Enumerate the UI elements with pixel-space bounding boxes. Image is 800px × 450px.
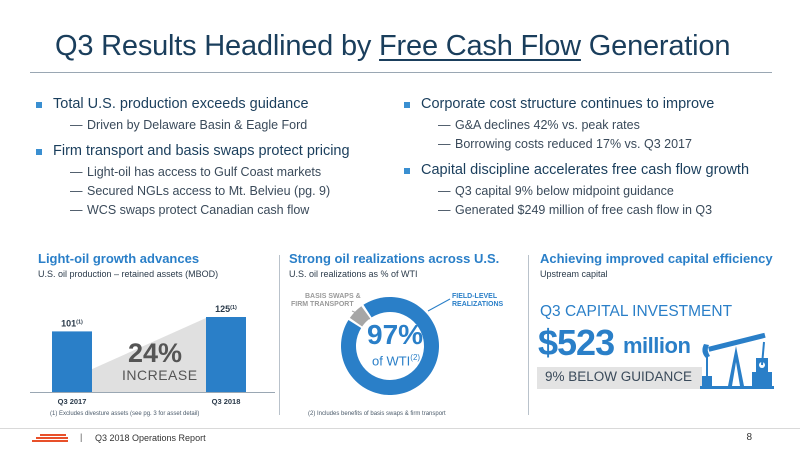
sub-bullet-item: — WCS swaps protect Canadian cash flow [70, 203, 310, 217]
page-title: Q3 Results Headlined by Free Cash Flow G… [55, 30, 730, 63]
growth-footnote: (1) Excludes divesture assets (see pg. 3… [50, 411, 200, 417]
pumpjack-icon [700, 332, 774, 389]
title-highlight: Free Cash Flow [379, 30, 581, 62]
page-number: 8 [746, 432, 752, 443]
sub-bullet-item: — Borrowing costs reduced 17% vs. Q3 2017 [438, 137, 692, 151]
bullet-item: Total U.S. production exceeds guidance [36, 96, 386, 112]
capex-panel-title: Achieving improved capital efficiency [540, 251, 773, 266]
field-level-label: FIELD-LEVEL REALIZATIONS [452, 293, 504, 308]
sub-bullet-item: — Q3 capital 9% below midpoint guidance [438, 184, 674, 198]
donut-label-leaders [351, 298, 451, 320]
capex-panel-subtitle: Upstream capital [540, 269, 608, 279]
realizations-footnote: (2) Includes benefits of basis swaps & f… [308, 411, 446, 417]
title-text-end: Generation [580, 30, 731, 62]
capex-unit: million [623, 333, 691, 358]
left-bullet-list: Total U.S. production exceeds guidance —… [36, 96, 386, 222]
category-label: Q3 2017 [58, 397, 87, 406]
capex-guidance-text: 9% BELOW GUIDANCE [545, 369, 693, 384]
capex-label: Q3 CAPITAL INVESTMENT [540, 303, 733, 320]
sub-bullet-item: — Light-oil has access to Gulf Coast mark… [70, 165, 322, 179]
bullet-item: Corporate cost structure continues to im… [404, 96, 784, 112]
increase-percent: 24% [128, 338, 183, 368]
right-bullet-list: Corporate cost structure continues to im… [404, 96, 784, 222]
donut-center-label: of WTI(2) [372, 353, 421, 369]
sub-bullet-item: — Driven by Delaware Basin & Eagle Ford [70, 118, 308, 132]
footer-report-name: Q3 2018 Operations Report [95, 433, 206, 443]
bullet-square-icon [36, 149, 42, 155]
footer-separator: | [80, 432, 83, 442]
sub-bullet-item: — Generated $249 million of free cash flo… [438, 203, 713, 217]
bullet-square-icon [404, 168, 410, 174]
bar-q3-2017 [52, 331, 92, 392]
bullet-item: Capital discipline accelerates free cash… [404, 162, 784, 178]
bullet-item: Firm transport and basis swaps protect p… [36, 143, 386, 159]
sub-bullet-item: — G&A declines 42% vs. peak rates [438, 118, 640, 132]
slice-field-level [341, 297, 439, 395]
slice-basis-swaps [349, 306, 371, 327]
donut-center-value: 97% [367, 319, 424, 350]
growth-panel-title: Light-oil growth advances [38, 251, 200, 266]
title-divider [30, 72, 772, 73]
bar-value-label: 101(1) [61, 318, 83, 328]
title-text-start: Q3 Results Headlined by [55, 30, 380, 62]
footer-divider [0, 428, 800, 429]
basis-swaps-label: BASIS SWAPS & FIRM TRANSPORT [291, 293, 361, 308]
bar-q3-2018 [206, 317, 246, 392]
capex-guidance-bar [537, 367, 702, 389]
increase-label: INCREASE [122, 367, 198, 383]
bar-value-label: 125(1) [215, 304, 237, 314]
growth-panel-subtitle: U.S. oil production – retained assets (M… [38, 269, 219, 279]
panel-divider [528, 255, 529, 415]
growth-bar-chart: 101(1) Q3 2017 125(1) Q3 2018 [30, 304, 275, 406]
category-label: Q3 2018 [212, 397, 241, 406]
capex-amount: $523 [538, 322, 615, 363]
panel-divider [279, 255, 280, 415]
realizations-donut-chart [341, 297, 439, 395]
realizations-panel-subtitle: U.S. oil realizations as % of WTI [289, 269, 418, 279]
realizations-panel-title: Strong oil realizations across U.S. [289, 251, 500, 266]
company-logo-icon [32, 434, 68, 442]
bullet-square-icon [404, 102, 410, 108]
bullet-square-icon [36, 102, 42, 108]
increase-wedge-shape [90, 318, 206, 392]
sub-bullet-item: — Secured NGLs access to Mt. Belvieu (pg.… [70, 184, 331, 198]
